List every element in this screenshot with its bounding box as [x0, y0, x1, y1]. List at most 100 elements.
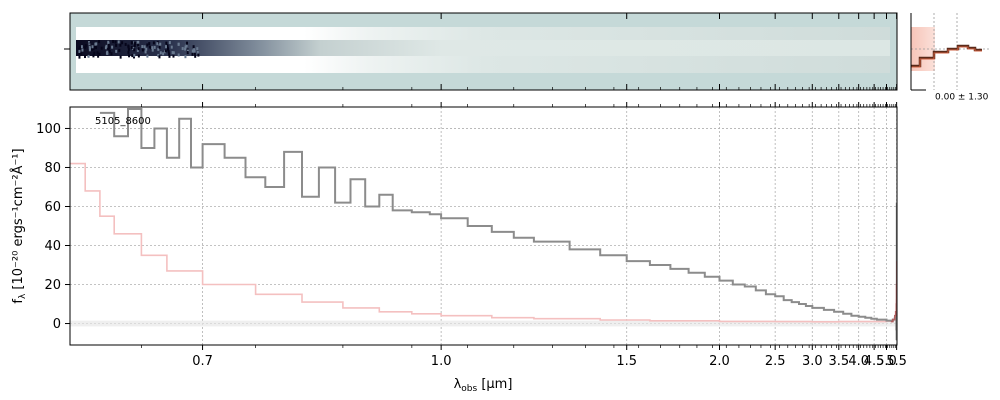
noise-pixel	[141, 48, 144, 52]
noise-pixel	[177, 42, 180, 46]
spectrum-1d-panel: 0.7 1.0 1.5 2.0 2.5 3.0 3.5 4.04.55.05.5 0 20 40 6…	[10, 102, 907, 394]
noise-pixel	[141, 45, 144, 49]
noise-pixel	[164, 45, 167, 49]
noise-pixel	[115, 49, 118, 53]
noise-pixel	[156, 42, 159, 46]
x-tick-label: 5.0	[876, 354, 897, 369]
x-tick-label: 1.0	[431, 354, 452, 369]
noise-pixel	[193, 49, 196, 53]
noise-pixel	[167, 48, 170, 52]
y-tick-label: 0	[53, 317, 61, 332]
noise-pixel	[146, 54, 149, 58]
x-tick-label: 3.5	[828, 354, 849, 369]
noise-pixel	[98, 52, 101, 56]
noise-pixel	[137, 54, 140, 58]
noise-pixel	[168, 52, 171, 56]
noise-pixel	[133, 55, 136, 59]
noise-pixel	[80, 52, 83, 56]
object-label: 5105_8600	[95, 116, 151, 127]
noise-pixel	[87, 41, 90, 45]
x-tick-label: 3.0	[802, 354, 823, 369]
noise-pixel	[159, 42, 162, 46]
noise-pixel	[133, 53, 136, 57]
noise-pixel	[95, 42, 98, 46]
noise-pixel	[158, 45, 161, 49]
noise-pixel	[92, 54, 95, 58]
noise-pixel	[165, 41, 168, 45]
spectrum-2d-trace	[76, 40, 890, 56]
noise-pixel	[184, 55, 187, 59]
noise-pixel	[78, 55, 81, 59]
noise-pixel	[181, 47, 184, 51]
noise-pixel	[158, 55, 161, 59]
y-axis-ticks: 0 20 40 60 80 100	[36, 122, 70, 332]
noise-pixel	[114, 40, 117, 44]
noise-pixel	[191, 49, 194, 53]
noise-pixel	[143, 45, 146, 49]
noise-pixel	[127, 50, 130, 54]
noise-pixel	[133, 44, 136, 48]
noise-pixel	[184, 45, 187, 49]
spectrum-2d-frame	[69, 12, 898, 91]
noise-pixel	[88, 43, 91, 47]
noise-pixel	[119, 55, 122, 59]
noise-pixel	[117, 40, 120, 44]
noise-pixel	[124, 42, 127, 46]
noise-pixel	[167, 50, 170, 54]
noise-pixel	[80, 45, 83, 49]
noise-pixel	[78, 47, 81, 51]
noise-pixel	[177, 53, 180, 57]
noise-pixel	[133, 42, 136, 46]
x-tick-label: 2.5	[765, 354, 786, 369]
noise-pixel	[91, 45, 94, 49]
y-tick-label: 80	[44, 161, 61, 176]
noise-pixel	[151, 46, 154, 50]
noise-pixel	[98, 40, 101, 44]
noise-pixel	[136, 41, 139, 45]
x-tick-label: 5.5	[886, 354, 907, 369]
noise-pixel	[166, 45, 169, 49]
noise-pixel	[91, 47, 94, 51]
zero-band-fill	[70, 320, 897, 327]
noise-pixel	[132, 41, 135, 45]
noise-pixel	[100, 46, 103, 50]
y-tick-label: 100	[36, 122, 61, 137]
noise-pixel	[136, 48, 139, 52]
noise-pixel	[105, 44, 108, 48]
noise-pixel	[186, 51, 189, 55]
x-tick-label: 1.5	[616, 354, 637, 369]
noise-pixel	[115, 43, 118, 47]
noise-pixel	[193, 48, 196, 52]
noise-pixel	[78, 49, 81, 53]
noise-pixel	[108, 49, 111, 53]
noise-pixel	[127, 46, 130, 50]
noise-pixel	[127, 47, 130, 51]
noise-pixel	[153, 45, 156, 49]
noise-pixel	[157, 53, 160, 57]
noise-pixel	[131, 54, 134, 58]
noise-pixel	[186, 41, 189, 45]
spectrum-2d-noise	[78, 40, 200, 59]
noise-pixel	[111, 45, 114, 49]
noise-pixel	[119, 43, 122, 47]
noise-pixel	[88, 48, 91, 52]
noise-pixel	[162, 52, 165, 56]
noise-pixel	[194, 54, 197, 58]
noise-pixel	[81, 48, 84, 52]
noise-pixel	[84, 45, 87, 49]
noise-pixel	[130, 46, 133, 50]
plot-frame	[69, 106, 898, 346]
profile-step-shadow	[911, 46, 982, 68]
noise-pixel	[84, 55, 87, 59]
noise-pixel	[164, 49, 167, 53]
y-axis-label: fλ [10⁻²⁰ ergs⁻¹cm⁻²Å⁻¹]	[10, 148, 28, 303]
noise-pixel	[94, 46, 97, 50]
noise-pixel	[108, 46, 111, 50]
noise-pixel	[107, 41, 110, 45]
x-axis-ticks: 0.7 1.0 1.5 2.0 2.5 3.0 3.5 4.04.55.05.5	[141, 102, 907, 369]
noise-pixel	[144, 50, 147, 54]
y-tick-label: 60	[44, 200, 61, 215]
noise-pixel	[78, 45, 81, 49]
noise-pixel	[152, 41, 155, 45]
noise-pixel	[107, 43, 110, 47]
